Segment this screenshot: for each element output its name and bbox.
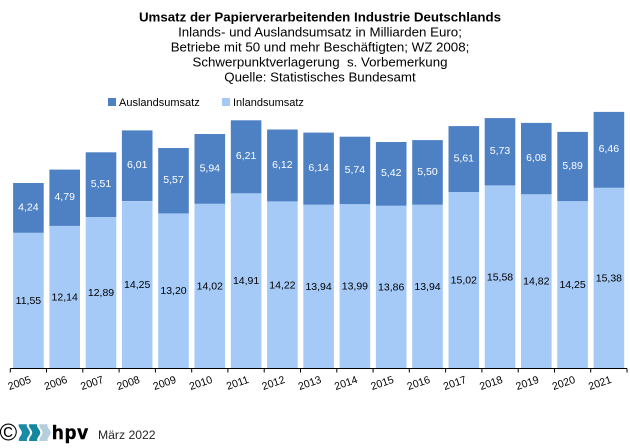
- svg-text:Schwerpunktverlagerung s. Vor: Schwerpunktverlagerung s. Vorbemerkung: [193, 55, 448, 70]
- svg-text:6,08: 6,08: [526, 152, 547, 164]
- svg-text:14,91: 14,91: [233, 275, 259, 287]
- svg-text:5,94: 5,94: [200, 162, 221, 174]
- svg-text:2014: 2014: [333, 374, 359, 393]
- svg-text:März 2022: März 2022: [98, 428, 156, 442]
- svg-text:5,89: 5,89: [562, 160, 583, 172]
- svg-text:13,20: 13,20: [160, 285, 186, 297]
- svg-text:12,89: 12,89: [88, 287, 114, 299]
- svg-text:6,12: 6,12: [272, 159, 293, 171]
- svg-text:5,73: 5,73: [490, 145, 511, 157]
- svg-text:6,46: 6,46: [599, 143, 620, 155]
- svg-text:14,82: 14,82: [523, 276, 549, 288]
- svg-text:Inlandsumsatz: Inlandsumsatz: [233, 97, 304, 109]
- svg-text:Umsatz der Papierverarbeitende: Umsatz der Papierverarbeitenden Industri…: [139, 10, 501, 25]
- svg-text:Quelle: Statistisches Bundesam: Quelle: Statistisches Bundesamt: [224, 70, 416, 85]
- svg-text:©: ©: [0, 420, 18, 447]
- svg-text:13,99: 13,99: [342, 281, 368, 293]
- svg-text:2008: 2008: [115, 374, 141, 393]
- svg-text:15,58: 15,58: [487, 271, 513, 283]
- svg-text:14,25: 14,25: [559, 279, 585, 291]
- svg-text:2019: 2019: [514, 374, 540, 393]
- svg-text:13,94: 13,94: [414, 281, 440, 293]
- svg-text:14,02: 14,02: [197, 280, 223, 292]
- svg-text:13,86: 13,86: [378, 281, 404, 293]
- svg-text:12,14: 12,14: [52, 292, 78, 304]
- svg-text:Betriebe mit 50 und mehr Besch: Betriebe mit 50 und mehr Beschäftigten; …: [171, 40, 470, 55]
- svg-text:14,22: 14,22: [269, 279, 295, 291]
- svg-text:hpv: hpv: [52, 423, 89, 444]
- svg-text:4,24: 4,24: [18, 201, 39, 213]
- svg-text:5,74: 5,74: [345, 164, 366, 176]
- svg-text:2020: 2020: [551, 374, 577, 393]
- svg-text:5,50: 5,50: [417, 166, 438, 178]
- svg-text:2009: 2009: [152, 374, 178, 393]
- svg-text:13,94: 13,94: [305, 281, 331, 293]
- svg-text:2017: 2017: [442, 374, 468, 393]
- svg-text:2015: 2015: [369, 374, 395, 393]
- svg-text:2016: 2016: [406, 374, 432, 393]
- svg-text:2011: 2011: [225, 374, 251, 393]
- svg-text:2013: 2013: [297, 374, 323, 393]
- svg-text:2007: 2007: [79, 374, 105, 393]
- svg-text:15,02: 15,02: [451, 275, 477, 287]
- svg-text:6,14: 6,14: [308, 162, 329, 174]
- svg-text:5,42: 5,42: [381, 167, 402, 179]
- svg-text:Auslandsumsatz: Auslandsumsatz: [119, 97, 200, 109]
- svg-text:2005: 2005: [6, 374, 32, 393]
- svg-text:5,57: 5,57: [163, 174, 184, 186]
- svg-text:6,01: 6,01: [127, 159, 148, 171]
- svg-text:11,55: 11,55: [16, 295, 42, 307]
- svg-text:2010: 2010: [188, 374, 214, 393]
- svg-text:5,51: 5,51: [91, 178, 112, 190]
- svg-text:14,25: 14,25: [124, 279, 150, 291]
- svg-text:2012: 2012: [260, 374, 286, 393]
- svg-text:5,61: 5,61: [454, 153, 475, 165]
- svg-text:6,21: 6,21: [236, 150, 257, 162]
- svg-text:15,38: 15,38: [596, 272, 622, 284]
- svg-text:4,79: 4,79: [54, 191, 75, 203]
- svg-text:2018: 2018: [478, 374, 504, 393]
- svg-text:2021: 2021: [587, 374, 613, 393]
- svg-text:2006: 2006: [43, 374, 69, 393]
- svg-text:Inlands- und Auslandsumsatz in: Inlands- und Auslandsumsatz in Milliarde…: [178, 25, 462, 40]
